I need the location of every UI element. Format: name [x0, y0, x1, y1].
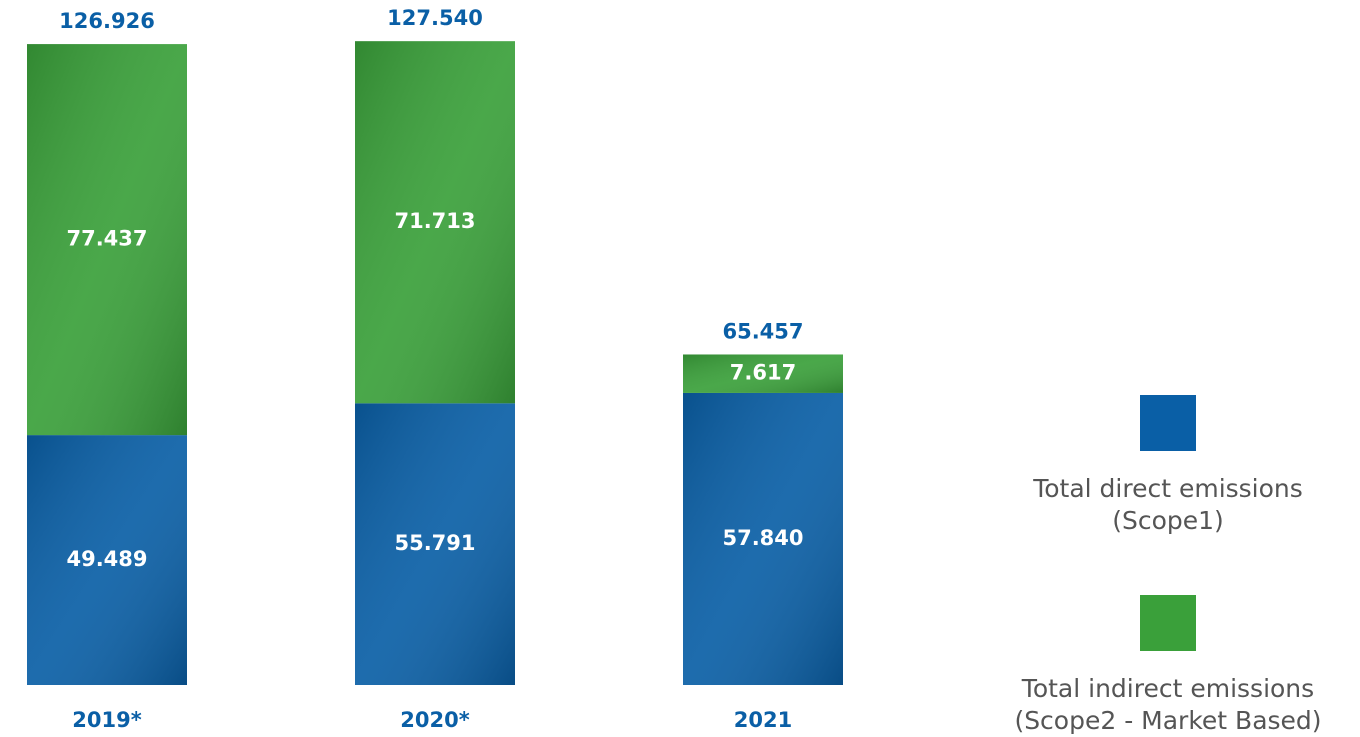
bar-texture — [27, 435, 187, 685]
value-label: 7.617 — [730, 361, 796, 385]
legend-item: Total direct emissions (Scope1) — [998, 395, 1338, 537]
total-label: 65.457 — [722, 319, 803, 343]
legend-item: Total indirect emissions (Scope2 - Marke… — [998, 595, 1338, 737]
bar-texture — [27, 44, 187, 436]
legend-swatch — [1140, 395, 1196, 451]
legend-label: Total direct emissions (Scope1) — [1033, 474, 1303, 535]
legend-swatch — [1140, 595, 1196, 651]
total-label: 127.540 — [387, 6, 483, 30]
bar-texture — [683, 392, 843, 685]
bar-texture — [355, 41, 515, 404]
bar-texture — [355, 403, 515, 685]
x-tick-label: 2020* — [400, 708, 469, 732]
value-label: 55.791 — [394, 531, 475, 555]
bar-texture — [683, 354, 843, 393]
x-tick-label: 2021 — [734, 708, 792, 732]
value-label: 71.713 — [394, 209, 475, 233]
total-label: 126.926 — [59, 9, 155, 33]
value-label: 49.489 — [66, 547, 147, 571]
legend-label: Total indirect emissions (Scope2 - Marke… — [1014, 674, 1322, 735]
value-label: 57.840 — [722, 526, 803, 550]
chart: 49.489 77.437 126.926 2019* 55.791 71.713 127.… — [27, 6, 843, 732]
x-tick-label: 2019* — [72, 708, 141, 732]
value-label: 77.437 — [66, 227, 147, 251]
